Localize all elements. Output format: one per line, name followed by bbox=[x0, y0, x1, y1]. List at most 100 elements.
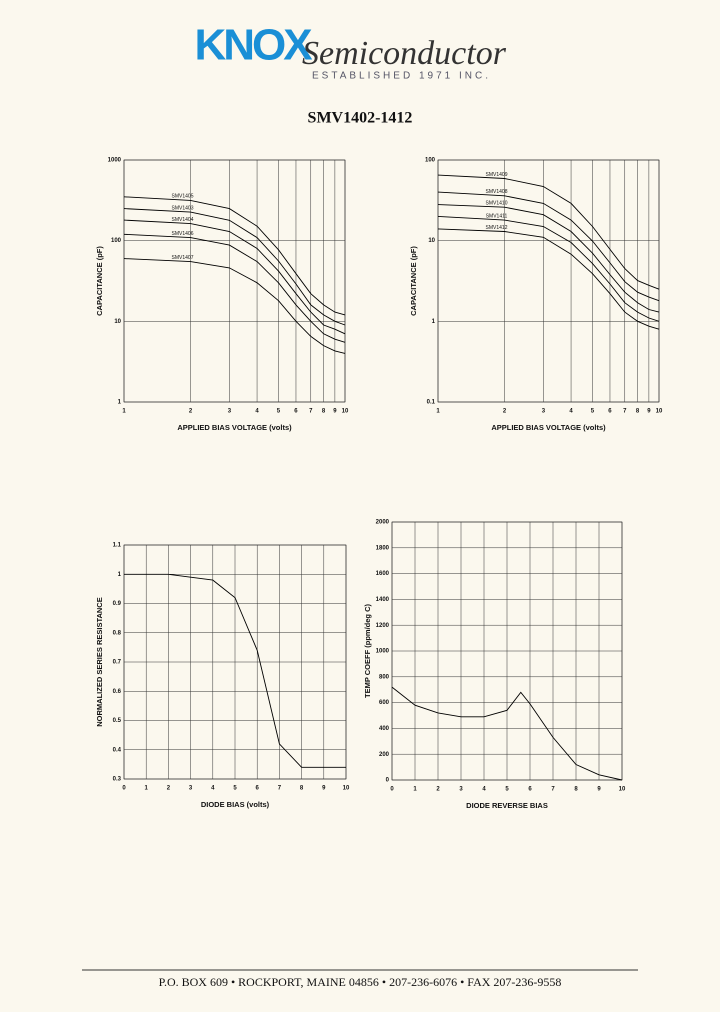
y-tick-label: 100 bbox=[425, 158, 436, 164]
curve bbox=[437, 191, 660, 302]
series-label: SMV1404 bbox=[172, 217, 194, 223]
series-label: SMV1403 bbox=[172, 205, 194, 211]
y-tick-label: 600 bbox=[379, 700, 390, 706]
logo: KNOX bbox=[194, 21, 312, 70]
x-tick-label: 4 bbox=[482, 787, 486, 793]
x-tick-label: 9 bbox=[322, 786, 326, 792]
y-tick-label: 0.6 bbox=[113, 689, 122, 695]
x-axis-title: DIODE REVERSE BIAS bbox=[466, 801, 548, 810]
curve bbox=[391, 686, 623, 781]
y-tick-label: 0.1 bbox=[427, 400, 436, 406]
y-tick-label: 1000 bbox=[376, 649, 390, 655]
x-tick-label: 8 bbox=[636, 409, 640, 415]
y-tick-label: 0.3 bbox=[113, 777, 122, 783]
x-tick-label: 7 bbox=[309, 409, 313, 415]
x-tick-label: 1 bbox=[122, 409, 126, 415]
x-tick-label: 9 bbox=[647, 409, 651, 415]
x-tick-label: 4 bbox=[569, 409, 573, 415]
y-tick-label: 1 bbox=[118, 572, 122, 578]
y-tick-label: 400 bbox=[379, 726, 390, 732]
y-tick-label: 1 bbox=[432, 319, 436, 325]
x-tick-label: 6 bbox=[608, 409, 612, 415]
x-axis-title: DIODE BIAS (volts) bbox=[201, 800, 270, 809]
y-tick-label: 0.9 bbox=[113, 601, 122, 607]
plot-frame bbox=[437, 159, 660, 403]
x-tick-label: 4 bbox=[255, 409, 259, 415]
x-tick-label: 5 bbox=[591, 409, 595, 415]
x-tick-label: 6 bbox=[528, 787, 532, 793]
x-tick-label: 3 bbox=[189, 786, 193, 792]
x-tick-label: 2 bbox=[503, 409, 507, 415]
x-tick-label: 8 bbox=[322, 409, 326, 415]
x-tick-label: 9 bbox=[597, 787, 601, 793]
x-tick-label: 5 bbox=[233, 786, 237, 792]
x-tick-label: 7 bbox=[278, 786, 282, 792]
x-axis-title: APPLIED BIAS VOLTAGE (volts) bbox=[491, 423, 606, 432]
y-tick-label: 2000 bbox=[376, 520, 390, 526]
series-label: SMV1409 bbox=[486, 172, 508, 178]
y-tick-label: 200 bbox=[379, 752, 390, 758]
x-tick-label: 6 bbox=[256, 786, 260, 792]
y-tick-label: 0.5 bbox=[113, 718, 122, 724]
x-tick-label: 2 bbox=[436, 787, 440, 793]
series-label: SMV1411 bbox=[486, 213, 508, 219]
x-tick-label: 6 bbox=[294, 409, 298, 415]
series-label: SMV1408 bbox=[486, 189, 508, 195]
curve bbox=[123, 258, 346, 354]
series-label: SMV1412 bbox=[486, 225, 508, 231]
y-axis-title: NORMALIZED SERIES RESISTANCE bbox=[95, 597, 104, 726]
title: SMV1402-1412 bbox=[308, 110, 413, 127]
y-tick-label: 10 bbox=[428, 238, 435, 244]
series-label: SMV1405 bbox=[172, 194, 194, 200]
x-tick-label: 1 bbox=[436, 409, 440, 415]
established: ESTABLISHED 1971 INC. bbox=[312, 71, 491, 82]
x-tick-label: 10 bbox=[343, 786, 350, 792]
x-tick-label: 9 bbox=[333, 409, 337, 415]
curve bbox=[437, 174, 660, 290]
curve bbox=[123, 233, 346, 343]
footer: P.O. BOX 609 • ROCKPORT, MAINE 04856 • 2… bbox=[159, 975, 562, 989]
y-tick-label: 0.4 bbox=[113, 747, 122, 753]
y-axis-title: CAPACITANCE (pF) bbox=[95, 246, 104, 316]
x-tick-label: 3 bbox=[459, 787, 463, 793]
series-label: SMV1410 bbox=[486, 201, 508, 207]
y-tick-label: 0.7 bbox=[113, 660, 122, 666]
x-tick-label: 10 bbox=[619, 787, 626, 793]
y-tick-label: 100 bbox=[111, 238, 122, 244]
curve bbox=[123, 196, 346, 316]
curve bbox=[437, 204, 660, 313]
x-tick-label: 2 bbox=[167, 786, 171, 792]
y-tick-label: 0 bbox=[386, 778, 390, 784]
x-tick-label: 0 bbox=[390, 787, 394, 793]
y-tick-label: 1 bbox=[118, 400, 122, 406]
x-tick-label: 1 bbox=[145, 786, 149, 792]
x-tick-label: 1 bbox=[413, 787, 417, 793]
x-tick-label: 5 bbox=[505, 787, 509, 793]
y-tick-label: 0.8 bbox=[113, 630, 122, 636]
x-tick-label: 3 bbox=[228, 409, 232, 415]
x-tick-label: 5 bbox=[277, 409, 281, 415]
x-tick-label: 7 bbox=[551, 787, 555, 793]
series-label: SMV1406 bbox=[172, 231, 194, 237]
y-axis-title: CAPACITANCE (pF) bbox=[409, 246, 418, 316]
y-tick-label: 10 bbox=[114, 319, 121, 325]
x-tick-label: 3 bbox=[542, 409, 546, 415]
y-tick-label: 1200 bbox=[376, 623, 390, 629]
curve bbox=[123, 219, 346, 335]
x-tick-label: 0 bbox=[122, 786, 126, 792]
y-axis-title: TEMP COEFF (ppm/deg C) bbox=[363, 603, 372, 698]
curve bbox=[437, 215, 660, 322]
x-tick-label: 4 bbox=[211, 786, 215, 792]
x-axis-title: APPLIED BIAS VOLTAGE (volts) bbox=[177, 423, 292, 432]
x-tick-label: 8 bbox=[300, 786, 304, 792]
plot-frame bbox=[123, 159, 346, 403]
y-tick-label: 800 bbox=[379, 674, 390, 680]
company: Semiconductor bbox=[302, 35, 507, 72]
y-tick-label: 1800 bbox=[376, 545, 390, 551]
x-tick-label: 7 bbox=[623, 409, 627, 415]
y-tick-label: 1600 bbox=[376, 571, 390, 577]
x-tick-label: 8 bbox=[574, 787, 578, 793]
x-tick-label: 2 bbox=[189, 409, 193, 415]
